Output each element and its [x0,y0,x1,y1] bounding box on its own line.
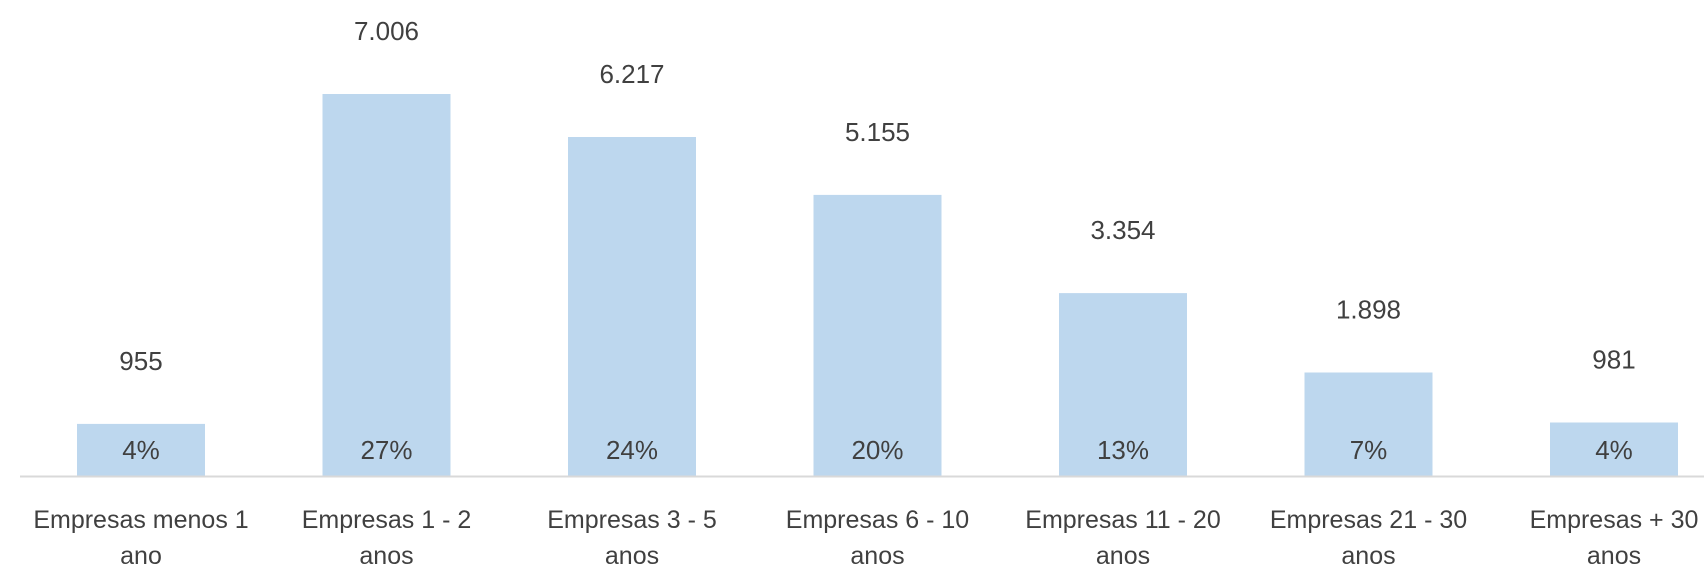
category-label-7: Empresas + 30 anos [1530,506,1699,569]
category-label-line: anos [359,542,413,569]
bar-4 [813,194,942,476]
bar-3 [568,137,696,476]
category-label-5: Empresas 11 - 20 anos [1025,506,1220,569]
value-label-1: 955 [119,346,162,376]
category-label-2: Empresas 1 - 2 anos [302,506,472,569]
category-label-line: anos [1587,542,1641,569]
category-label-line: ano [120,542,162,569]
percent-label-7: 4% [1595,435,1633,465]
category-label-line: Empresas 3 - 5 [547,506,717,534]
value-label-4: 5.155 [845,117,910,147]
bar-7 [1550,422,1678,476]
percent-label-6: 7% [1350,435,1388,465]
category-label-line: Empresas 6 - 10 [786,506,969,534]
category-label-4: Empresas 6 - 10 anos [786,506,969,569]
category-label-line: Empresas 1 - 2 [302,506,472,534]
percent-label-1: 4% [122,435,160,465]
category-label-line: anos [1096,542,1150,569]
bar-5 [1059,293,1187,476]
value-label-2: 7.006 [354,16,419,46]
category-label-3: Empresas 3 - 5 anos [547,506,717,569]
value-label-3: 6.217 [599,59,664,89]
category-label-line: Empresas 21 - 30 [1270,506,1467,534]
percent-label-3: 24% [606,435,658,465]
category-label-line: Empresas 11 - 20 [1025,506,1220,534]
bar-1 [77,423,205,476]
value-label-6: 1.898 [1336,295,1401,325]
percent-label-4: 20% [851,435,903,465]
percent-label-2: 27% [360,435,412,465]
category-label-line: Empresas + 30 [1530,506,1699,534]
category-label-line: Empresas menos 1 [33,506,248,534]
category-label-1: Empresas menos 1 ano [33,506,248,569]
percent-label-5: 13% [1097,435,1149,465]
category-label-line: anos [1341,542,1395,569]
bar-6 [1304,372,1433,476]
bar-2 [322,94,451,476]
value-label-7: 981 [1592,345,1635,375]
category-label-line: anos [850,542,904,569]
category-label-6: Empresas 21 - 30 anos [1270,506,1467,569]
category-label-line: anos [605,542,659,569]
value-label-5: 3.354 [1090,215,1155,245]
